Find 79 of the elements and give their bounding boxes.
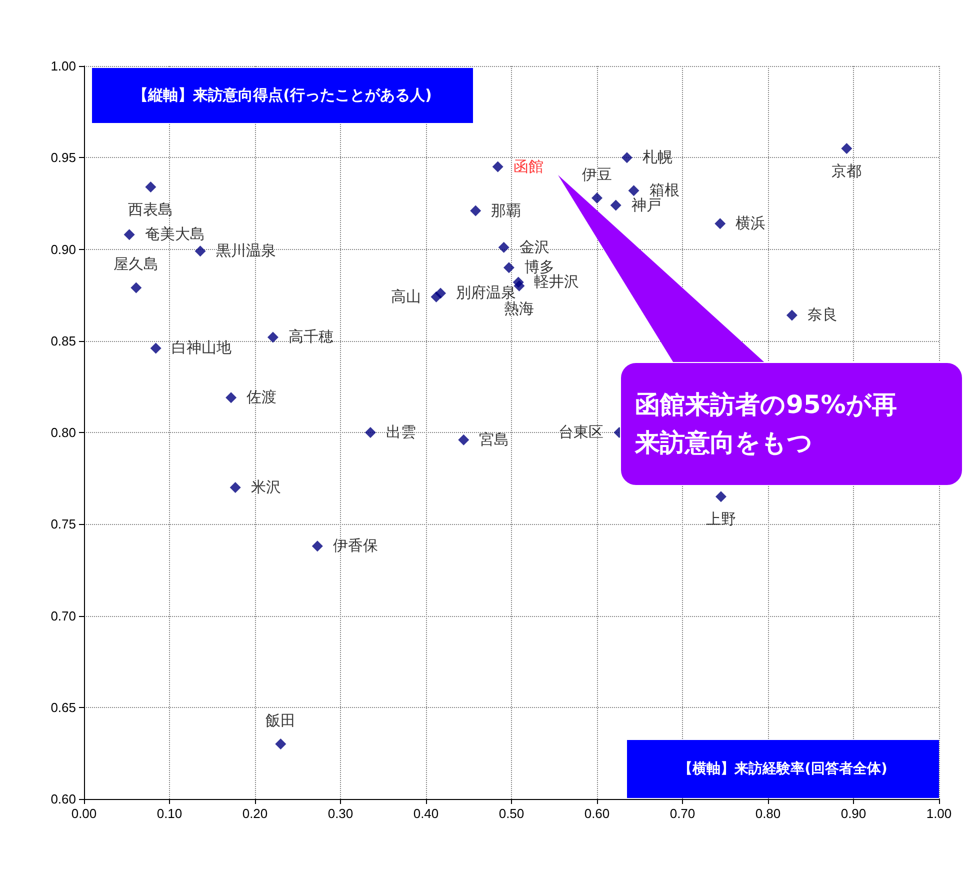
data-label: 別府温泉 [456, 284, 516, 302]
point [458, 434, 470, 446]
data-label: 出雲 [386, 424, 416, 441]
data-label: 佐渡 [246, 389, 277, 406]
y-tick-label: 0.65 [50, 700, 76, 715]
data-label: 札幌 [642, 149, 672, 166]
x-tick-label: 0.00 [71, 806, 97, 821]
label-box: 【縦軸】来訪意向得点(行ったことがある人) [92, 68, 473, 123]
data-label: 伊豆 [582, 166, 612, 184]
data-label: 軽井沢 [534, 274, 579, 291]
data-label: 上野 [706, 511, 736, 528]
point [267, 332, 278, 343]
x-tick-label: 0.90 [840, 806, 866, 821]
point [715, 491, 726, 502]
data-label: 台東区 [558, 424, 604, 441]
annotation: 函館来訪者の95%が再来訪意向をもつ [634, 388, 897, 459]
point [124, 229, 135, 240]
point [470, 205, 482, 216]
point [841, 142, 852, 154]
point [503, 262, 514, 274]
point [312, 540, 323, 552]
point [130, 282, 142, 294]
data-label: 熱海 [504, 300, 534, 318]
y-tick-label: 0.90 [50, 242, 76, 257]
data-label: 黒川温泉 [216, 242, 276, 260]
y-tick-label: 0.85 [50, 333, 76, 348]
data-label: 横浜 [736, 215, 766, 232]
label-box: 【横軸】来訪経験率(回答者全体) [627, 740, 939, 798]
data-label: 神戸 [631, 196, 662, 214]
data-label: 西表島 [128, 201, 174, 218]
point [628, 185, 640, 196]
x-tick-label: 0.80 [755, 806, 781, 821]
point [364, 427, 376, 438]
y-tick-label: 0.75 [50, 516, 76, 532]
data-label: 高山 [390, 288, 421, 306]
x-tick-label: 0.30 [328, 806, 354, 821]
y-tick-label: 0.70 [50, 608, 76, 624]
point [610, 200, 622, 211]
point [435, 288, 446, 299]
data-label: 屋久島 [114, 256, 159, 274]
data-label: 奄美大島 [144, 226, 205, 244]
point [492, 161, 504, 172]
data-label: 函館 [513, 158, 544, 176]
x-tick-label: 0.40 [413, 806, 439, 821]
data-label: 那覇 [491, 202, 522, 220]
point [714, 218, 726, 230]
data-label: 金沢 [519, 238, 550, 256]
point [592, 192, 602, 204]
data-label: 飯田 [266, 712, 296, 730]
point [150, 342, 162, 354]
x-tick-label: 0.10 [156, 806, 182, 821]
point [145, 181, 156, 192]
x-axis-title: 【横軸】来訪経験率(回答者全体) [678, 760, 888, 778]
y-tick-label: 0.95 [50, 150, 76, 166]
y-axis-title: 【縦軸】来訪意向得点(行ったことがある人) [133, 86, 432, 105]
x-tick-label: 1.00 [926, 806, 952, 821]
point [275, 738, 286, 750]
x-tick-label: 0.70 [670, 806, 696, 821]
point [514, 280, 525, 292]
data-label: 伊香保 [332, 538, 378, 555]
point [786, 310, 798, 321]
y-tick-label: 0.60 [50, 792, 76, 806]
point [621, 152, 632, 164]
data-label: 宮島 [479, 431, 510, 448]
point [230, 482, 241, 493]
x-tick-label: 0.50 [498, 806, 524, 821]
data-label: 高千穂 [288, 328, 334, 346]
data-label: 箱根 [649, 182, 680, 200]
y-tick-label: 0.80 [50, 425, 76, 440]
data-label: 奈良 [807, 306, 838, 324]
point [194, 246, 206, 257]
data-label: 米沢 [250, 478, 281, 496]
x-tick-label: 0.60 [584, 806, 610, 821]
y-tick-label: 1.00 [50, 58, 76, 74]
data-label: 白神山地 [171, 340, 232, 357]
data-label: 京都 [832, 162, 862, 180]
point [498, 242, 510, 253]
x-tick-label: 0.20 [242, 806, 268, 821]
point [226, 392, 237, 404]
